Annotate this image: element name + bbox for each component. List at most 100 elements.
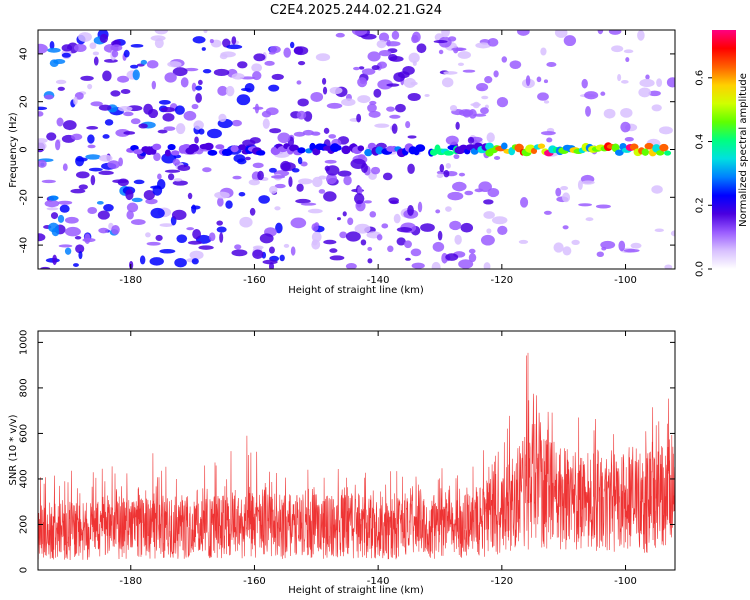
heatmap-cell (621, 79, 629, 84)
heatmap-cell (603, 108, 616, 119)
heatmap-cell (145, 232, 151, 238)
heatmap-cell (296, 183, 304, 192)
heatmap-cell (638, 87, 651, 98)
heatmap-cell (202, 167, 212, 173)
heatmap-cell (209, 39, 214, 44)
heatmap-cell (596, 251, 604, 258)
x-tick-label: -100 (614, 275, 637, 286)
heatmap-cell (258, 195, 270, 204)
heatmap-cell (345, 231, 361, 242)
snr-panel: -180 -160 -140 -120 -100 0 200 400 600 800 1000 H… (8, 330, 676, 596)
heatmap-cell (158, 99, 171, 105)
y-tick-label: -40 (19, 237, 30, 253)
heatmap-cell (417, 201, 423, 213)
heatmap-cell (73, 96, 78, 105)
heatmap-cell (242, 139, 256, 147)
heatmap-cell (536, 76, 542, 83)
heatmap-cell (88, 167, 103, 172)
heatmap-cell (117, 75, 130, 83)
heatmap-cell (198, 245, 214, 250)
heatmap-cell (38, 159, 47, 168)
heatmap-cell (191, 103, 199, 110)
heatmap-cell (624, 136, 634, 142)
heatmap-ridge-cell (203, 142, 214, 151)
y-tick-label: -20 (19, 189, 30, 205)
heatmap-cell (520, 197, 529, 208)
heatmap-cell (57, 86, 65, 91)
colorbar: 0.0 0.2 0.4 0.6 Normalized spectral amplitu… (695, 30, 749, 277)
heatmap-ridge-cell (364, 148, 373, 157)
heatmap-cell (554, 30, 568, 38)
heatmap-cell (658, 126, 673, 135)
y-tick-label: 1000 (19, 330, 30, 355)
colorbar-tick-label: 0.2 (695, 197, 706, 213)
heatmap-ridge-cell (335, 145, 342, 151)
heatmap-cell (617, 73, 622, 82)
heatmap-cell (483, 199, 494, 205)
heatmap-ridge-cell (171, 150, 180, 156)
heatmap-cell (391, 123, 398, 134)
heatmap-cell (73, 43, 87, 53)
heatmap-cell (560, 185, 569, 191)
heatmap-cell (55, 79, 67, 85)
heatmap-cell (537, 92, 549, 101)
heatmap-cell (191, 82, 197, 92)
heatmap-cell (87, 144, 96, 149)
heatmap-cell (251, 63, 263, 73)
heatmap-cell (75, 244, 85, 254)
heatmap-cell (300, 202, 317, 206)
heatmap-cell (445, 253, 459, 261)
heatmap-cell (391, 30, 400, 40)
heatmap-cell (639, 78, 655, 88)
heatmap-cell (269, 185, 278, 194)
heatmap-cell (244, 156, 251, 161)
heatmap-cell (435, 209, 441, 214)
heatmap-cell (496, 96, 509, 108)
heatmap-cell (387, 245, 394, 253)
heatmap-cell (585, 106, 591, 117)
heatmap-cell (470, 102, 482, 107)
heatmap-cell (351, 30, 368, 36)
heatmap-cell (192, 36, 206, 44)
heatmap-cell (405, 257, 411, 261)
heatmap-cell (623, 49, 634, 54)
heatmap-cell (445, 206, 452, 212)
heatmap-cell (78, 32, 92, 42)
heatmap-cell (206, 128, 222, 139)
heatmap-cell (234, 244, 242, 250)
heatmap-cell (410, 248, 422, 257)
heatmap-cell (363, 200, 372, 204)
heatmap-cell (87, 207, 98, 214)
heatmap-cell (193, 120, 204, 130)
heatmap-cell (216, 220, 223, 226)
heatmap-ridge-cell (207, 149, 218, 156)
heatmap-cell (38, 106, 48, 111)
heatmap-cell (71, 133, 83, 141)
heatmap-cell (389, 114, 401, 119)
heatmap-cell (46, 207, 59, 211)
heatmap-cell (271, 175, 286, 179)
heatmap-cell (130, 44, 144, 48)
heatmap-cell (486, 228, 492, 234)
heatmap-cell (367, 246, 373, 252)
heatmap-cell (571, 239, 580, 246)
heatmap-cell (288, 176, 293, 188)
heatmap-cell (467, 136, 475, 144)
heatmap-cell (117, 178, 129, 187)
heatmap-cell (219, 53, 228, 60)
heatmap-cell (262, 118, 270, 129)
heatmap-cell (171, 209, 187, 220)
heatmap-cell (252, 249, 264, 259)
heatmap-cell (376, 234, 383, 241)
heatmap-cell (436, 173, 444, 179)
heatmap-cell (187, 192, 193, 200)
heatmap-ridge-cell (375, 146, 384, 155)
heatmap-cell (153, 152, 161, 162)
heatmap-cell (293, 46, 304, 55)
heatmap-cell (581, 180, 595, 185)
heatmap-cell (195, 93, 202, 103)
heatmap-cell (433, 40, 448, 44)
heatmap-cell (62, 163, 68, 172)
heatmap-ridge-cell (221, 148, 233, 157)
heatmap-cell (102, 70, 112, 82)
